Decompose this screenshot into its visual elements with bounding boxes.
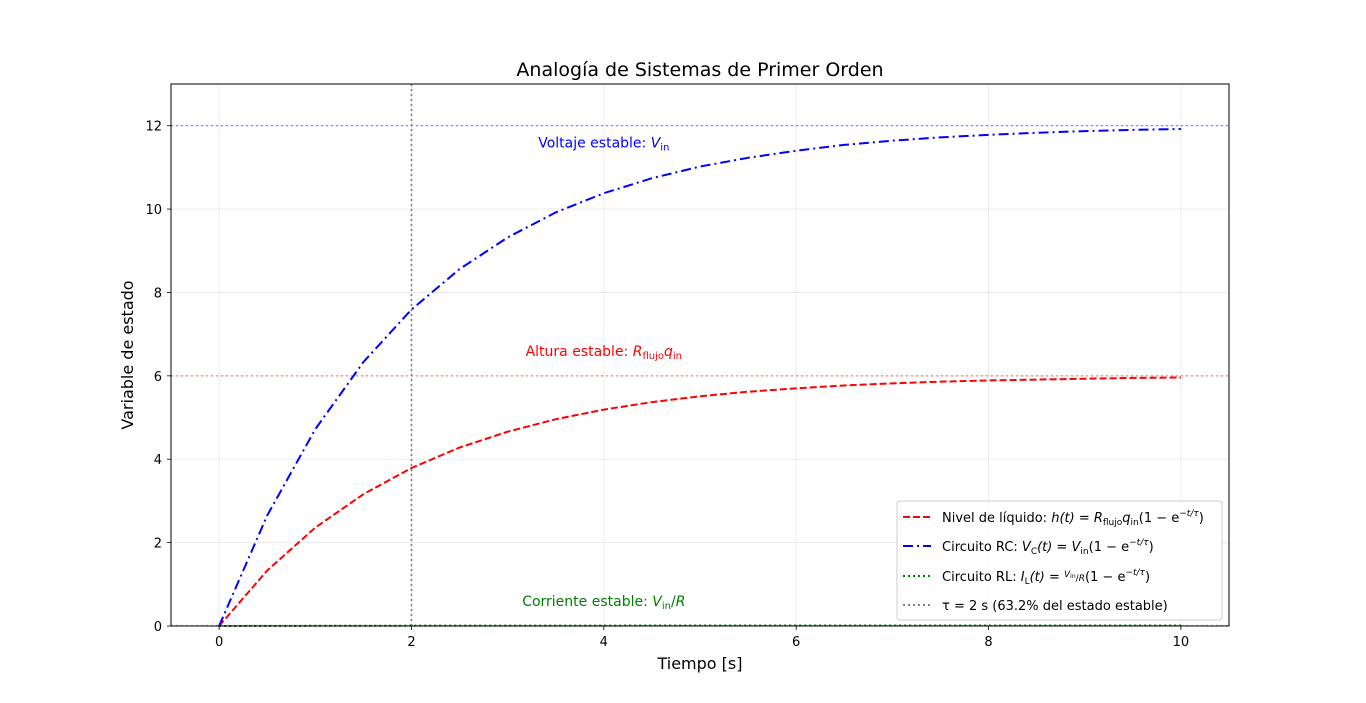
legend-label-3: τ = 2 s (63.2% del estado estable) [942, 599, 1168, 614]
legend: Nivel de líquido: h(t) = Rflujoqin(1 − e… [896, 500, 1223, 621]
y-axis-label: Variable de estado [118, 280, 137, 429]
x-tick-label: 2 [407, 635, 415, 650]
annotation-corriente: Corriente estable: Vin/R [522, 594, 685, 612]
axes-frame [170, 83, 1230, 627]
reference-lines [171, 84, 1229, 627]
chart-title: Analogía de Sistemas de Primer Orden [516, 59, 883, 81]
annotation-voltaje: Voltaje estable: Vin​ [538, 135, 669, 153]
y-tick-label: 2 [154, 537, 162, 552]
legend-label-2: Circuito RL: IL(t) = Vin/R(1 − e−t/τ) [942, 568, 1150, 587]
y-tick-label: 6 [154, 370, 162, 385]
x-axis-label: Tiempo [s] [656, 654, 742, 673]
y-tick-label: 10 [145, 203, 162, 218]
x-tick-label: 6 [792, 635, 800, 650]
y-tick-label: 4 [154, 453, 162, 468]
series-line-1 [218, 128, 1181, 627]
x-tick-label: 4 [600, 635, 608, 650]
y-tick-label: 0 [154, 620, 162, 635]
annotation-altura: Altura estable: Rflujoqin​ [526, 344, 682, 362]
legend-box [896, 500, 1223, 621]
y-tick-label: 8 [154, 286, 162, 301]
legend-label-0: Nivel de líquido: h(t) = Rflujoqin(1 − e… [942, 509, 1204, 528]
legend-label-1: Circuito RC: VC(t) = Vin(1 − e−t/τ) [942, 538, 1154, 557]
annotations: Voltaje estable: Vin​ Altura estable: Rfl… [522, 135, 685, 612]
x-tick-label: 10 [1173, 635, 1190, 650]
series-line-0 [218, 376, 1181, 627]
x-tick-label: 8 [984, 635, 992, 650]
x-tick-label: 0 [215, 635, 223, 650]
ticks: 0 2 4 6 8 10 0 2 4 6 8 10 12 [145, 120, 1189, 650]
y-tick-label: 12 [145, 120, 162, 135]
